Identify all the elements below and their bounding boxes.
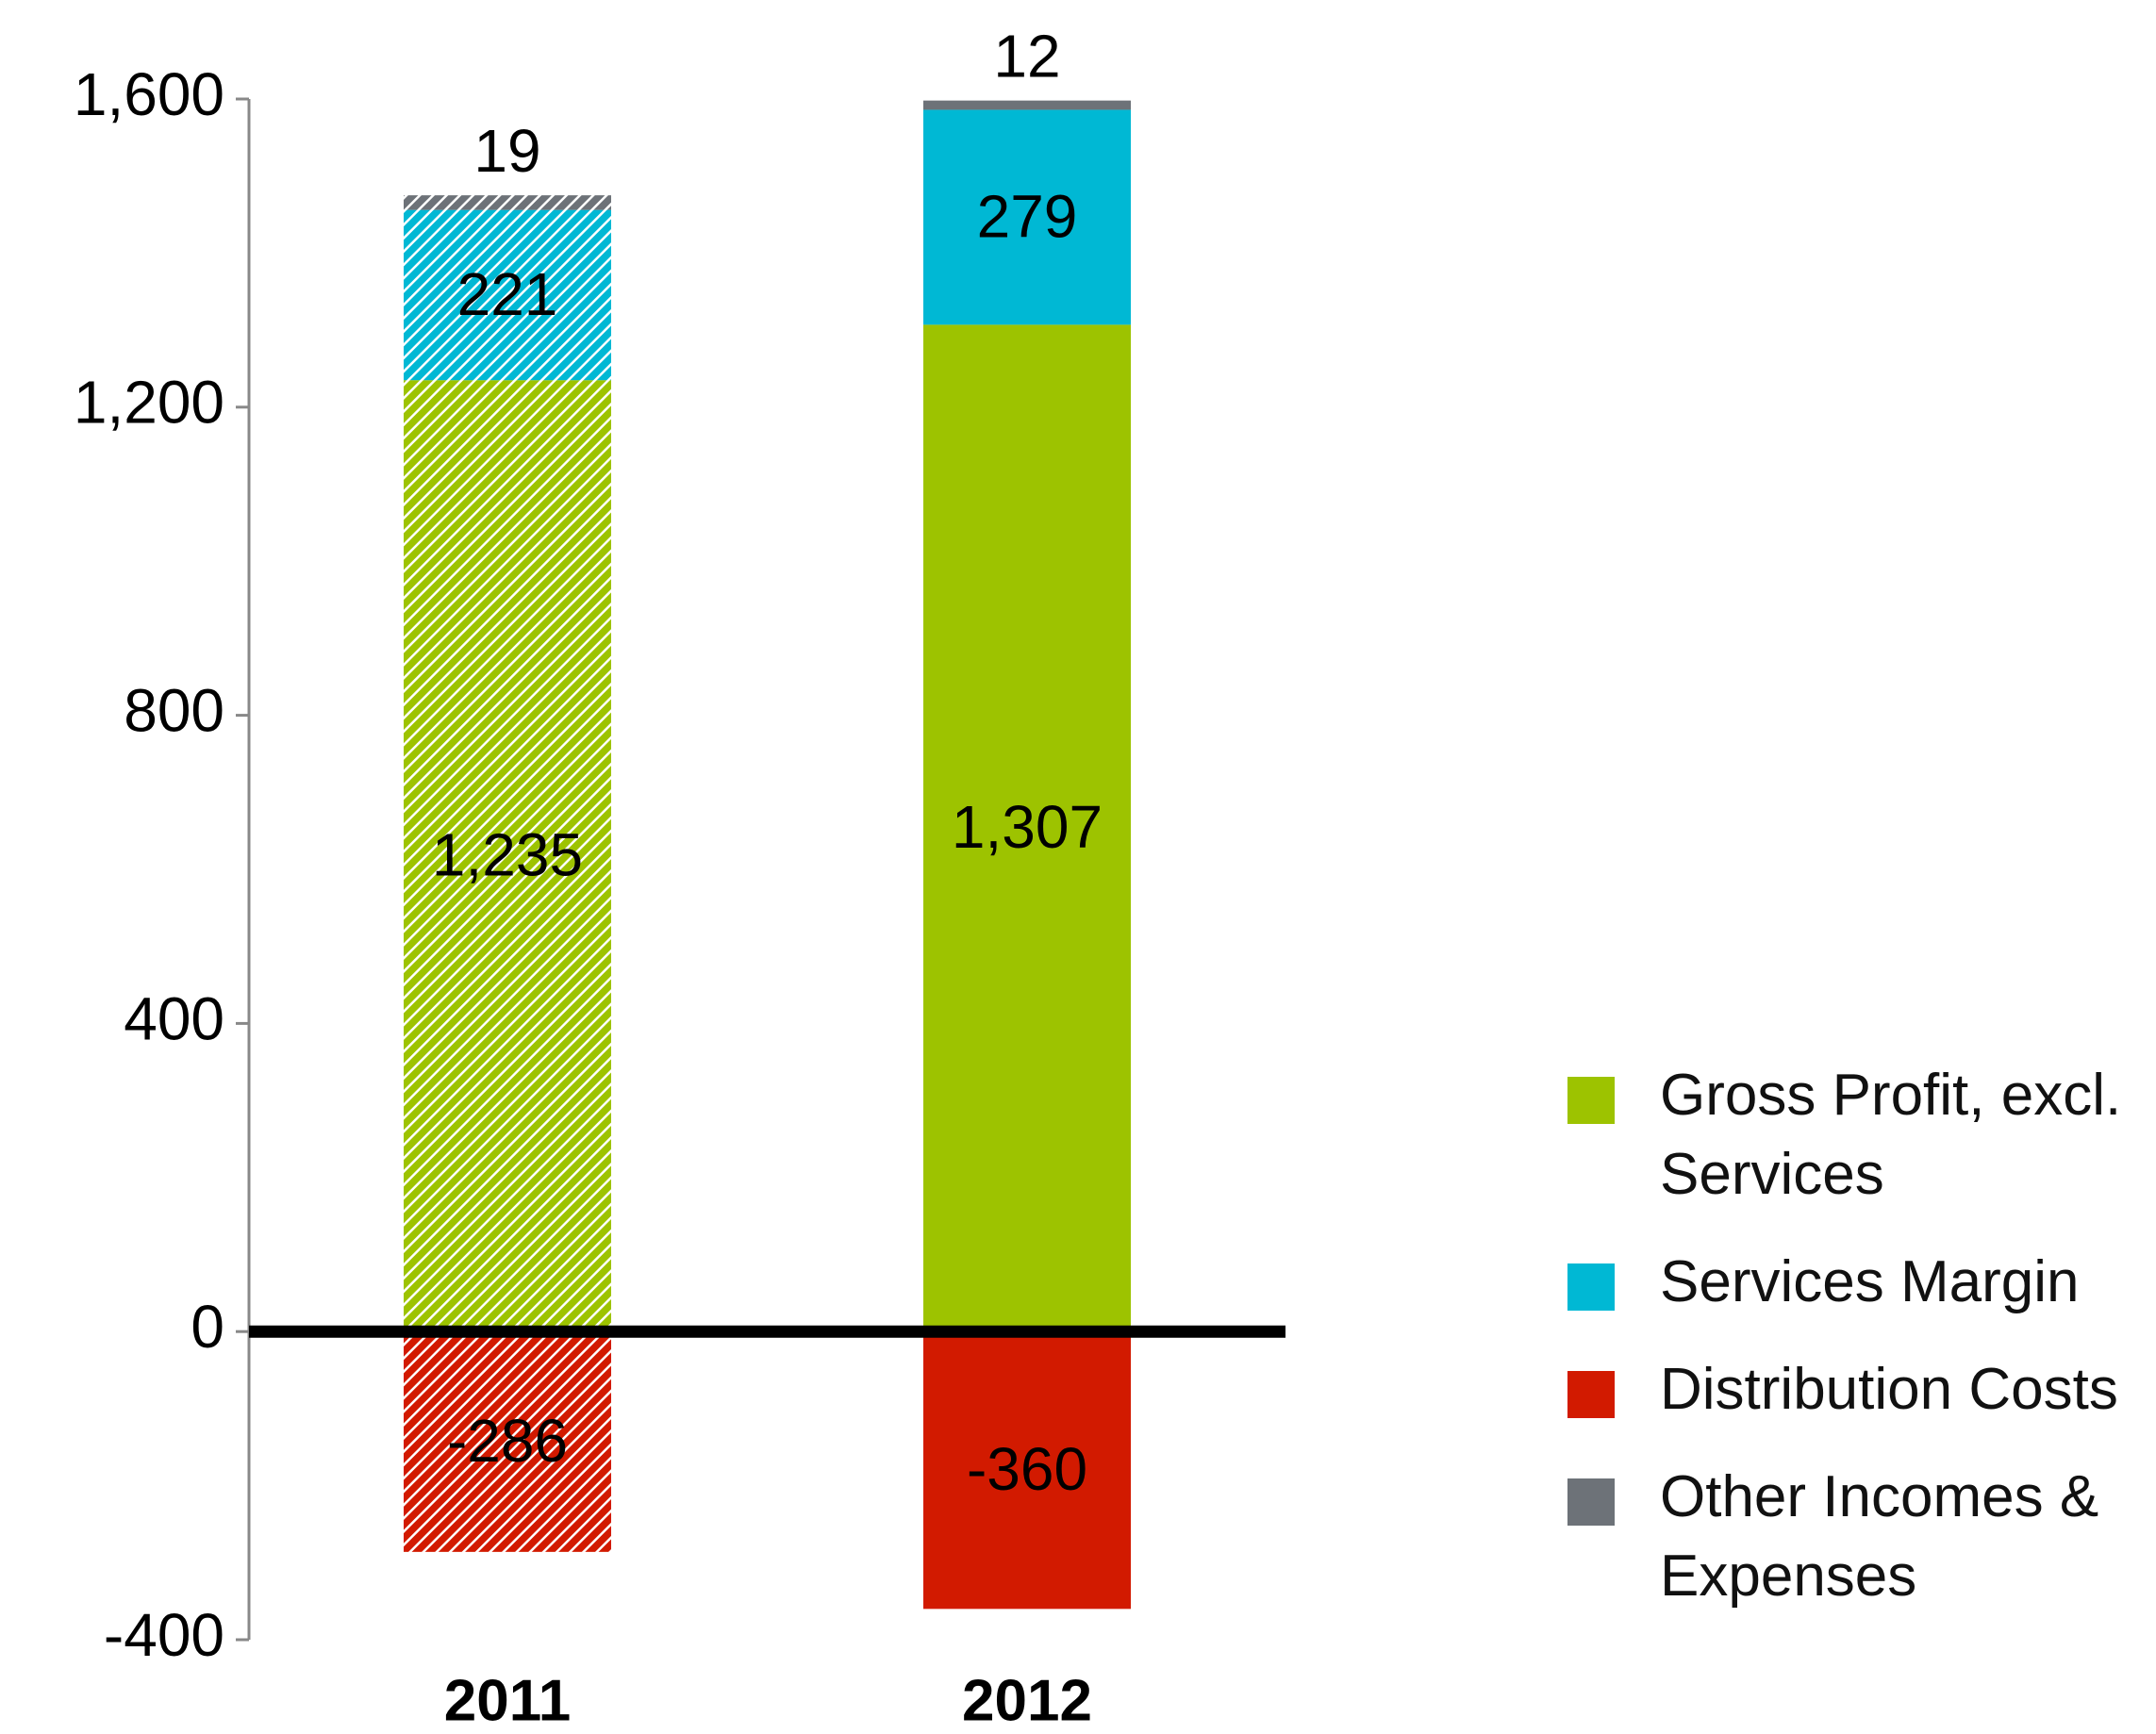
value-label: 279 [977, 182, 1078, 250]
value-label: 1,235 [432, 821, 583, 889]
legend-label: Distribution Costs [1660, 1357, 2118, 1422]
legend-label: Services Margin [1660, 1249, 2080, 1314]
legend-label: Gross Profit, excl. Services [1660, 1063, 2122, 1207]
legend: Gross Profit, excl. Services Services Mar… [1567, 1056, 2156, 1644]
bar-segment [404, 1331, 611, 1552]
legend-swatch [1567, 1371, 1615, 1418]
legend-entry: Distribution Costs [1567, 1350, 2156, 1429]
bar-segment [923, 100, 1131, 110]
value-label: 1,307 [952, 793, 1103, 861]
legend-swatch [1567, 1478, 1615, 1526]
x-tick-label: 2012 [962, 1668, 1092, 1733]
value-label: 12 [993, 23, 1060, 91]
y-tick-label: 800 [124, 677, 224, 745]
bar-segment [923, 324, 1131, 1332]
y-tick-label: 1,200 [74, 369, 224, 437]
bar-segment [923, 109, 1131, 325]
legend-swatch [1567, 1077, 1615, 1124]
value-label: -360 [967, 1435, 1087, 1503]
y-tick-label: 400 [124, 984, 224, 1052]
x-tick-label: 2011 [444, 1668, 572, 1733]
legend-entry: Services Margin [1567, 1243, 2156, 1322]
value-label: 19 [473, 117, 540, 185]
legend-entry: Gross Profit, excl. Services [1567, 1056, 2156, 1214]
y-tick-label: 0 [191, 1293, 224, 1361]
bar-segment [404, 209, 611, 381]
legend-label: Other Incomes & Expenses [1660, 1464, 2099, 1609]
legend-entry: Other Incomes & Expenses [1567, 1458, 2156, 1616]
legend-swatch [1567, 1263, 1615, 1311]
bar-segment [923, 1331, 1131, 1610]
value-label: -286 [447, 1407, 568, 1475]
y-tick-label: 1,600 [74, 60, 224, 128]
bar-segment [404, 380, 611, 1332]
y-tick-label: -400 [104, 1601, 224, 1669]
bar-segment [404, 195, 611, 210]
value-label: 221 [457, 260, 558, 328]
